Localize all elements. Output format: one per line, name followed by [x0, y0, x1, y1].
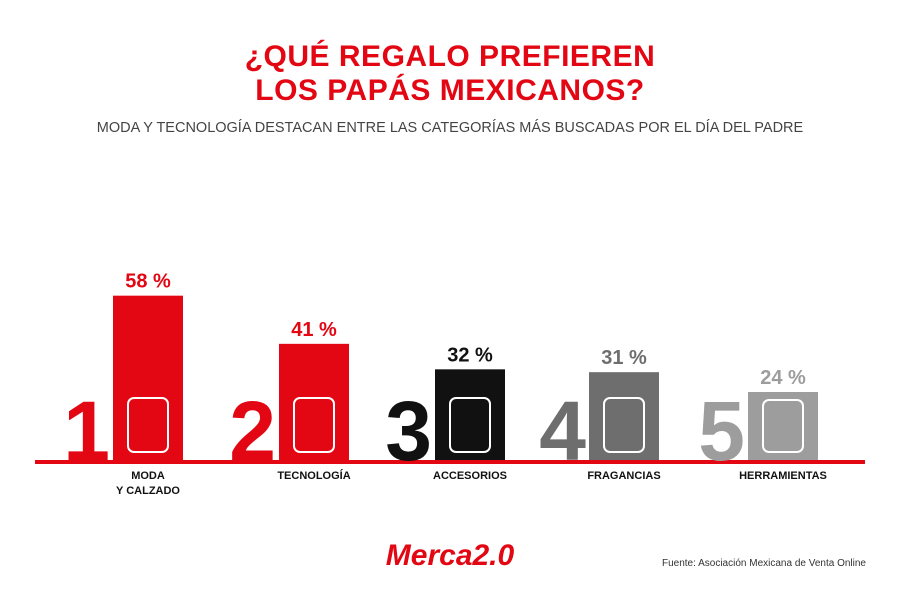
chart-title: ¿QUÉ REGALO PREFIEREN LOS PAPÁS MEXICANO…: [244, 40, 656, 107]
value-label: 24 %: [760, 367, 806, 389]
bar: [435, 369, 505, 460]
category-label: ACCESORIOS: [433, 470, 507, 482]
logo: Merca2.0: [386, 539, 515, 572]
icon: [449, 397, 491, 453]
source: Fuente: Asociación Mexicana de Venta Onl…: [662, 558, 866, 569]
category-label: TECNOLOGÍA: [277, 470, 351, 482]
icon: [293, 397, 335, 453]
category-label: MODA Y CALZADO: [116, 470, 180, 497]
rank-number: 4: [539, 384, 586, 478]
rank-number: 3: [385, 384, 432, 478]
icon: [127, 397, 169, 453]
value-label: 41 %: [291, 319, 337, 341]
value-label: 31 %: [601, 347, 647, 369]
rank-number: 1: [63, 384, 110, 478]
rank-number: 2: [229, 384, 276, 478]
bar: [748, 392, 818, 460]
bar: [113, 295, 183, 460]
category-label: FRAGANCIAS: [587, 470, 661, 482]
category-label: HERRAMIENTAS: [739, 470, 827, 482]
bar: [279, 343, 349, 460]
rank-number: 5: [698, 384, 745, 478]
icon: [603, 397, 645, 453]
icon: [762, 399, 804, 453]
value-label: 58 %: [125, 271, 171, 293]
chart-subtitle: MODA Y TECNOLOGÍA DESTACAN ENTRE LAS CAT…: [96, 120, 804, 136]
value-label: 32 %: [447, 344, 493, 366]
bar: [589, 372, 659, 460]
